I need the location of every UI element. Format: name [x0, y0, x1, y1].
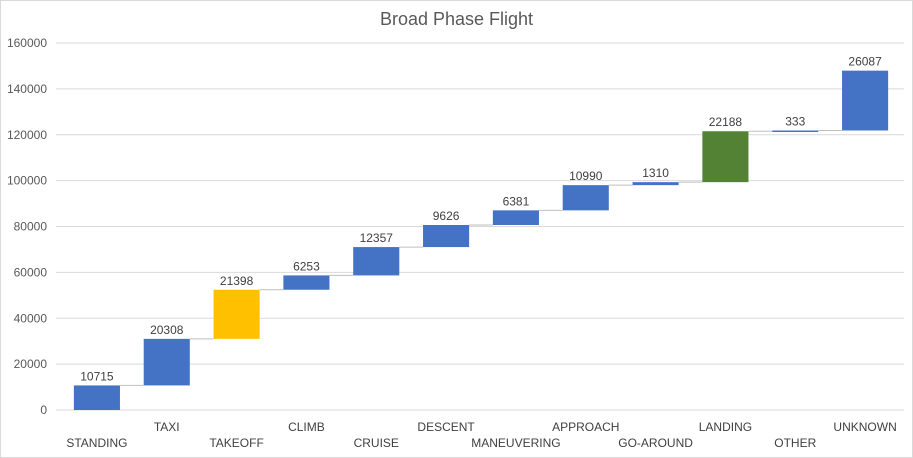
- category-label: TAXI: [154, 420, 180, 434]
- y-tick-label: 140000: [7, 82, 47, 96]
- category-label: CLIMB: [288, 420, 325, 434]
- data-label: 1310: [642, 166, 669, 180]
- data-label: 6253: [293, 259, 320, 273]
- y-tick-label: 120000: [7, 128, 47, 142]
- waterfall-bar: [632, 182, 679, 186]
- waterfall-bar: [492, 210, 539, 225]
- y-tick-label: 0: [40, 403, 47, 417]
- waterfall-bar: [702, 131, 749, 183]
- y-tick-label: 40000: [14, 311, 48, 325]
- data-label: 10715: [80, 369, 114, 383]
- data-label: 12357: [360, 231, 394, 245]
- data-label: 9626: [433, 209, 460, 223]
- data-label: 6381: [503, 194, 530, 208]
- waterfall-bar: [353, 247, 400, 276]
- category-label: GO-AROUND: [618, 436, 693, 450]
- category-label: CRUISE: [354, 436, 399, 450]
- data-label: 22188: [709, 115, 743, 129]
- category-label: APPROACH: [552, 420, 619, 434]
- category-label: STANDING: [66, 436, 127, 450]
- data-label: 333: [785, 114, 805, 128]
- data-label: 21398: [220, 274, 254, 288]
- category-label: LANDING: [699, 420, 752, 434]
- waterfall-bar: [143, 338, 190, 386]
- waterfall-bar: [73, 385, 120, 410]
- waterfall-bar: [842, 70, 889, 131]
- data-label: 10990: [569, 169, 603, 183]
- y-tick-label: 160000: [7, 36, 47, 50]
- waterfall-bar: [213, 289, 260, 339]
- data-label: 26087: [848, 55, 882, 69]
- y-tick-label: 20000: [14, 357, 48, 371]
- y-tick-label: 60000: [14, 265, 48, 279]
- y-tick-label: 100000: [7, 174, 47, 188]
- waterfall-bar: [772, 130, 819, 132]
- waterfall-bar: [283, 275, 330, 290]
- waterfall-bar: [562, 185, 609, 211]
- category-label: MANEUVERING: [471, 436, 560, 450]
- chart-title: Broad Phase Flight: [379, 9, 534, 29]
- data-label: 20308: [150, 323, 184, 337]
- category-label: OTHER: [774, 436, 816, 450]
- category-label: DESCENT: [417, 420, 475, 434]
- waterfall-bar: [423, 224, 470, 248]
- category-label: UNKNOWN: [833, 420, 896, 434]
- y-tick-label: 80000: [14, 220, 48, 234]
- category-label: TAKEOFF: [209, 436, 263, 450]
